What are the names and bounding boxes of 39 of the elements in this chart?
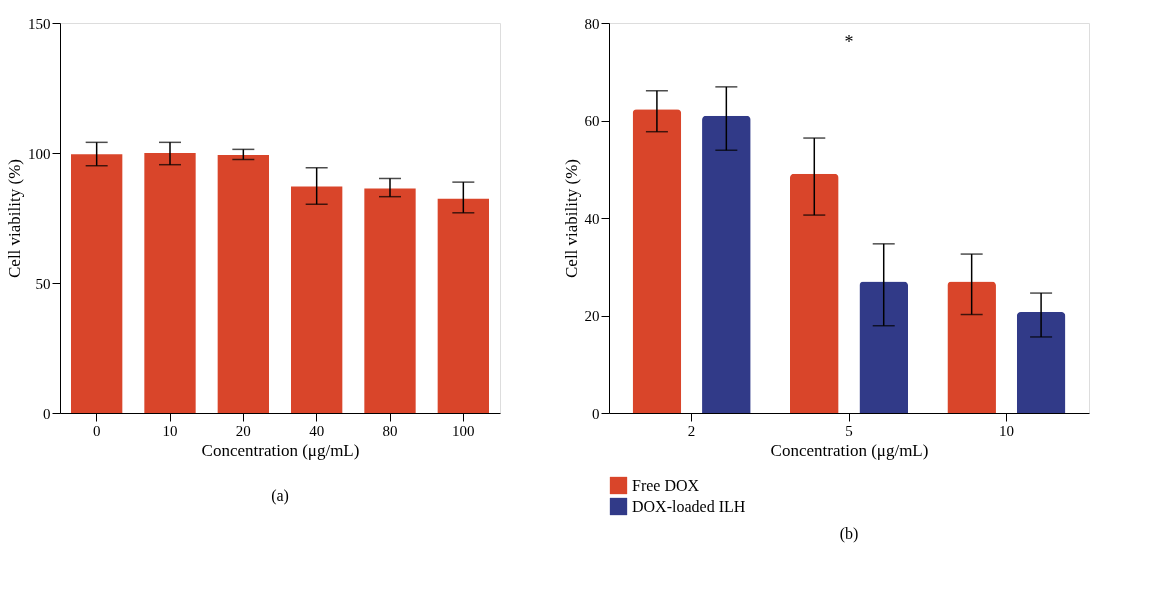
bar [789,173,839,413]
bar [947,281,996,413]
x-tick-label: 2 [687,422,696,439]
x-tick-label: 5 [845,422,853,439]
y-axis-title: Cell viability (%) [5,159,24,278]
bar [144,153,196,413]
bar [291,186,343,413]
bar [437,198,489,413]
bar [364,188,416,413]
bar [702,115,751,413]
text: (b) [839,525,859,543]
x-axis-title: Concentration (μg/mL) [201,440,360,460]
x-tick-label: 20 [235,422,251,439]
x-tick-label: 10 [998,422,1014,439]
x-axis-title: Concentration (μg/mL) [770,440,929,460]
bar [1016,312,1066,413]
y-tick-label: 40 [584,210,600,227]
legend-label: Free DOX [632,476,700,494]
bar [632,109,682,413]
y-tick-label: 0 [43,405,51,422]
legend-label: DOX-loaded ILH [632,497,746,515]
bar [217,155,269,413]
y-tick-label: 0 [592,405,600,422]
y-tick-label: 50 [35,275,51,292]
x-tick-label: 100 [452,422,475,439]
x-tick-label: 0 [92,422,101,439]
bar [71,154,123,413]
y-tick-label: 20 [584,308,600,324]
annotation: * [844,31,854,52]
bar [859,281,909,413]
y-tick-label: 100 [28,145,51,162]
x-tick-label: 40 [309,422,325,439]
y-tick-label: 60 [584,113,600,129]
text: (a) [271,487,289,505]
y-tick-label: 150 [28,15,51,32]
y-tick-label: 80 [584,15,600,32]
y-axis-title: Cell viability (%) [561,159,581,278]
x-tick-label: 80 [382,422,398,439]
x-tick-label: 10 [162,422,178,439]
